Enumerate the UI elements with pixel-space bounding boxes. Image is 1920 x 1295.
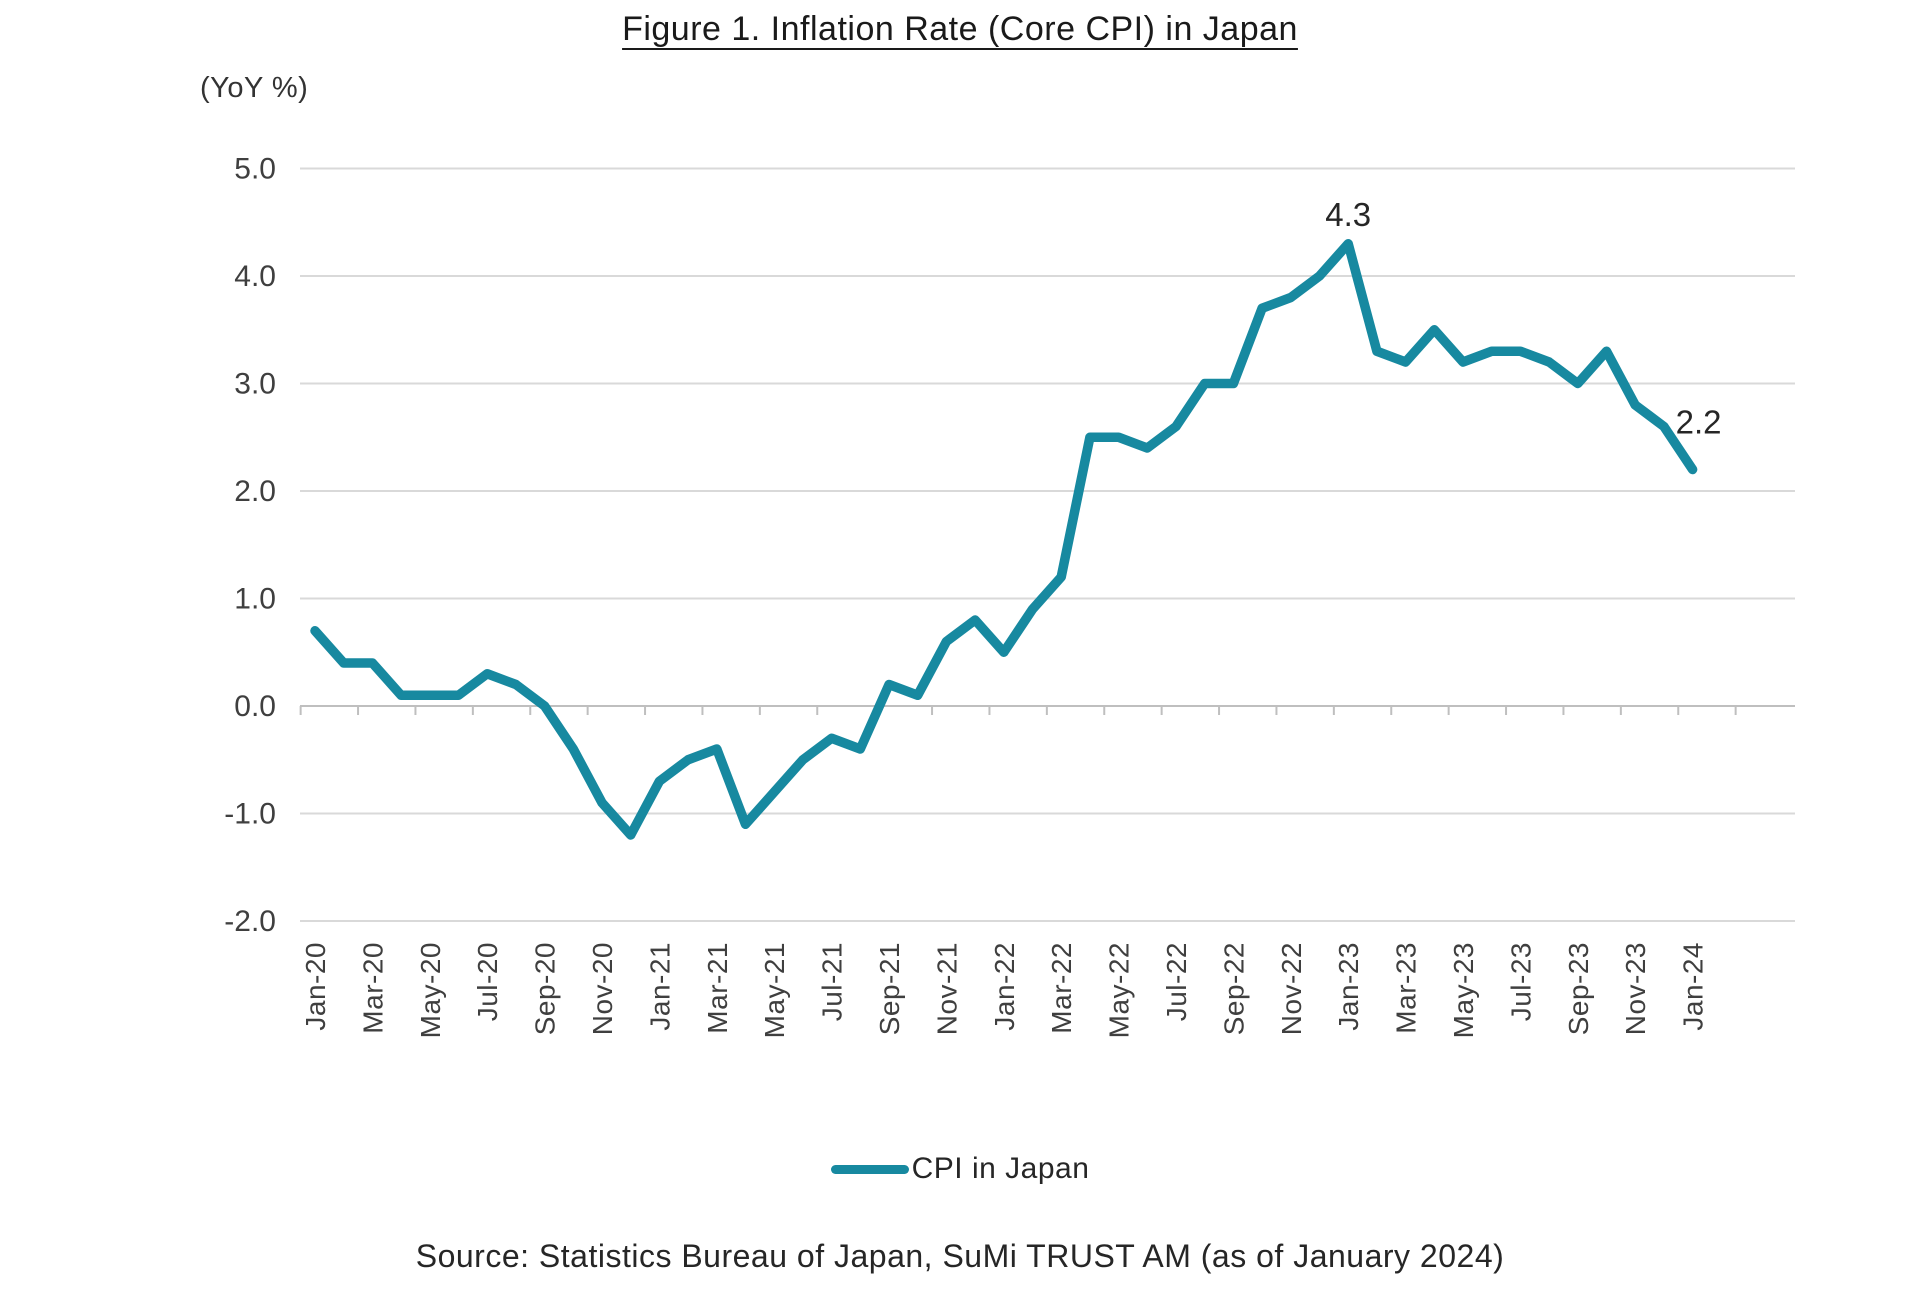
y-axis-tick-label: -2.0 <box>224 905 276 938</box>
x-axis-tick-label: Mar-20 <box>357 942 388 1034</box>
x-axis-tick-label: Jan-23 <box>1333 942 1364 1031</box>
x-axis-tick-label: Nov-20 <box>587 942 618 1035</box>
legend-series-label: CPI in Japan <box>911 1152 1090 1185</box>
x-axis-tick-label: Sep-21 <box>874 942 905 1035</box>
x-axis-tick-label: May-20 <box>415 942 446 1038</box>
y-axis-tick-label: 4.0 <box>234 260 276 293</box>
y-axis-tick-label: -1.0 <box>224 798 276 831</box>
x-axis-tick-label: Sep-23 <box>1563 942 1594 1035</box>
cpi-series-line <box>310 239 1698 840</box>
y-axis-tick-label: 1.0 <box>234 583 276 616</box>
chart-title-text: Figure 1. Inflation Rate (Core CPI) in J… <box>622 10 1298 48</box>
x-axis-tick-label: Jul-23 <box>1505 942 1536 1021</box>
x-axis-tick-label: May-21 <box>759 942 790 1038</box>
chart-title: Figure 1. Inflation Rate (Core CPI) in J… <box>0 10 1920 49</box>
y-axis-tick-label: 5.0 <box>234 153 276 186</box>
x-axis-tick-label: Mar-21 <box>702 942 733 1034</box>
x-axis-tick-label: Nov-21 <box>931 942 962 1035</box>
x-axis-tick-label: Jan-22 <box>989 942 1020 1031</box>
legend: CPI in Japan <box>0 1152 1920 1186</box>
y-axis-tick-label: 3.0 <box>234 368 276 401</box>
x-axis-tick-label: May-22 <box>1104 942 1135 1038</box>
x-axis-tick-label: Jan-21 <box>644 942 675 1031</box>
y-axis-tick-label: 2.0 <box>234 475 276 508</box>
x-axis-tick-label: Nov-23 <box>1620 942 1651 1035</box>
source-note: Source: Statistics Bureau of Japan, SuMi… <box>415 1238 1505 1274</box>
legend-line-swatch <box>830 1164 909 1174</box>
y-axis-unit-label: (YoY %) <box>200 72 309 104</box>
x-axis-tick-label: Jul-21 <box>817 942 848 1021</box>
y-axis-tick-label: 0.0 <box>234 690 276 723</box>
x-axis-tick-label: Sep-20 <box>530 942 561 1035</box>
x-axis-tick-label: May-23 <box>1448 942 1479 1038</box>
x-axis-tick-label: Jul-20 <box>472 942 503 1021</box>
x-axis-tick-label: Mar-23 <box>1391 942 1422 1034</box>
x-axis-tick-label: Sep-22 <box>1218 942 1249 1035</box>
x-axis-tick-label: Jan-24 <box>1678 942 1709 1031</box>
data-label-annotation: 4.3 <box>1325 196 1371 233</box>
data-label-annotation: 2.2 <box>1676 404 1722 441</box>
x-axis-tick-label: Nov-22 <box>1276 942 1307 1035</box>
x-axis-tick-label: Mar-22 <box>1046 942 1077 1034</box>
x-axis-tick-label: Jul-22 <box>1161 942 1192 1021</box>
x-axis-tick-label: Jan-20 <box>300 942 331 1031</box>
